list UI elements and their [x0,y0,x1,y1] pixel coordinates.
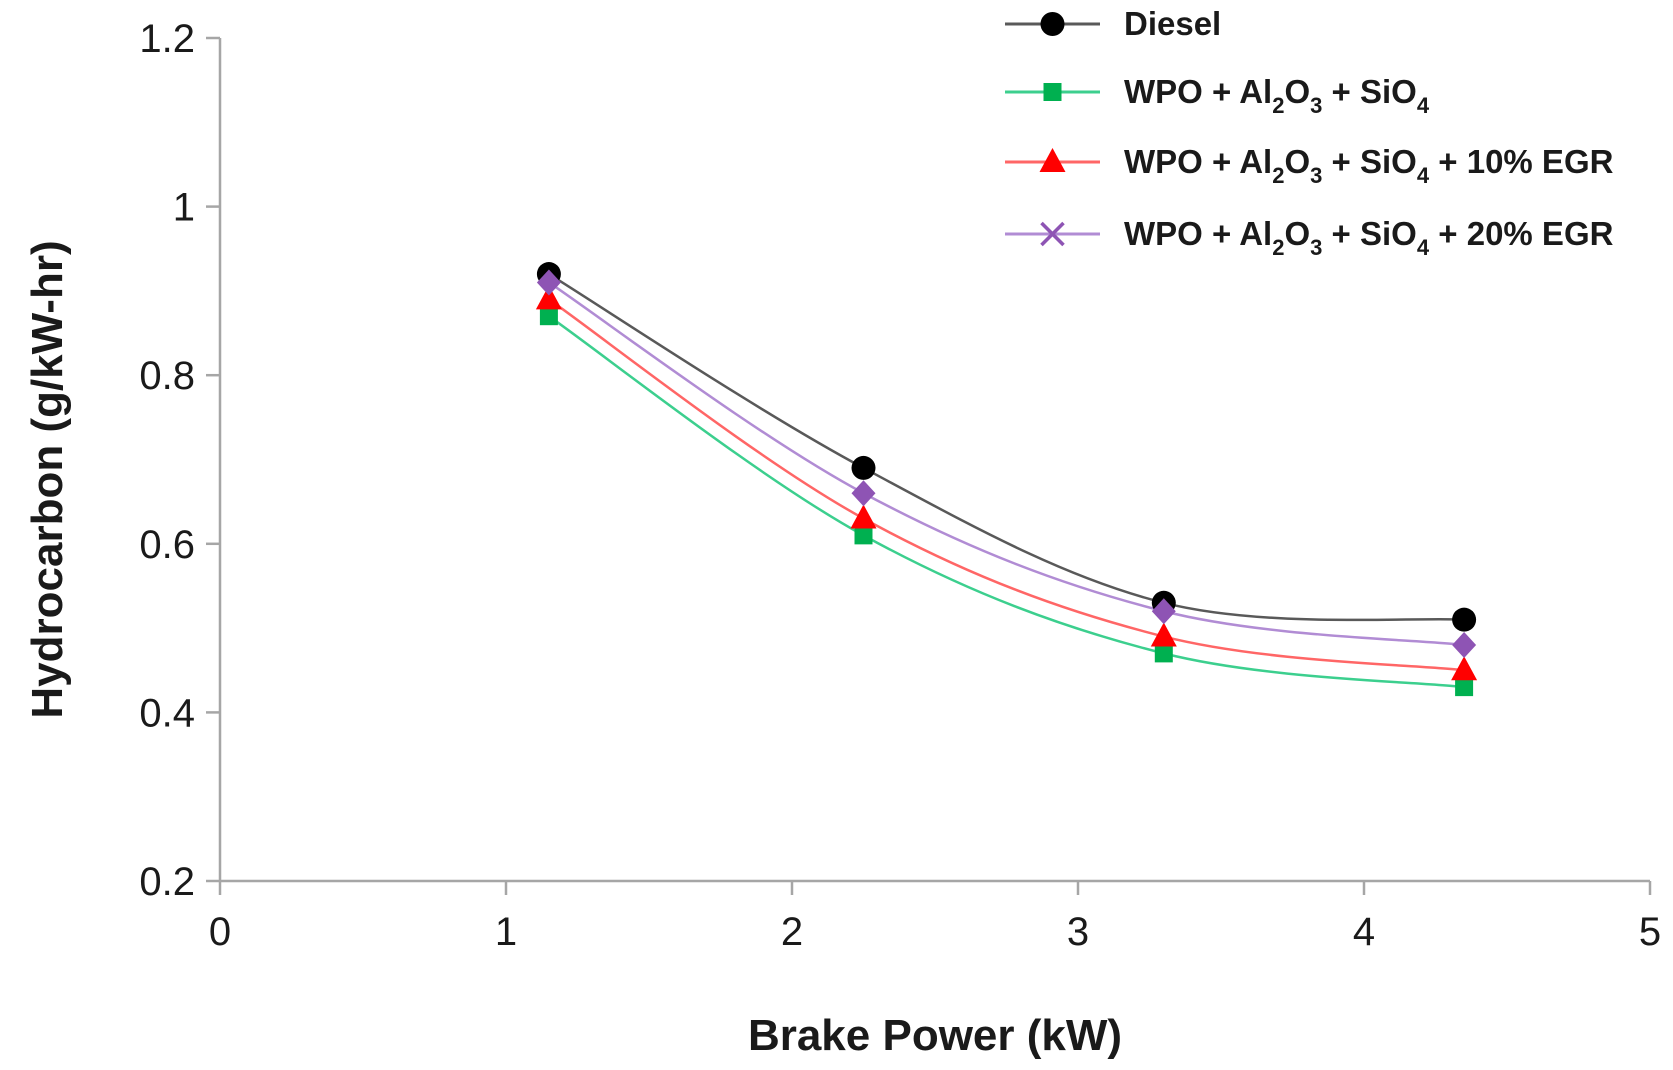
legend-text: + SiO [1322,73,1416,110]
data-point-series-2 [535,285,562,310]
legend-subscript: 3 [1310,235,1322,260]
x-tick-label: 0 [209,910,231,954]
legend-subscript: 4 [1417,235,1430,260]
legend-item: Diesel [1005,5,1221,42]
legend-text: + SiO [1322,143,1416,180]
legend-label: WPO + Al2O3 + SiO4 + 10% EGR [1124,143,1614,188]
legend-subscript: 2 [1272,235,1284,260]
x-tick-label: 5 [1639,910,1661,954]
legend-subscript: 2 [1272,163,1284,188]
y-tick-label: 0.2 [139,860,195,904]
series-line-3 [548,281,1465,647]
data-point-series-2 [1150,622,1177,647]
y-axis-title: Hydrocarbon (g/kW-hr) [23,240,72,718]
data-point-series-1 [1154,644,1173,663]
y-tick-label: 0.8 [139,354,195,398]
legend-text: WPO + Al [1124,73,1272,110]
legend-subscript: 4 [1417,93,1430,118]
series-line-2 [548,298,1465,672]
legend-marker [1040,12,1065,36]
data-point-series-3 [1452,631,1477,658]
legend-marker [1040,221,1065,247]
legend-text: O [1284,215,1310,252]
series-line-1 [548,315,1465,689]
data-point-series-1 [854,526,873,545]
legend-item: WPO + Al2O3 + SiO4 + 20% EGR [1005,215,1614,260]
data-point-series-1 [539,307,558,326]
data-point-series-3 [851,480,876,507]
legend-label: WPO + Al2O3 + SiO4 + 20% EGR [1124,215,1614,260]
y-tick-label: 1 [173,186,195,230]
legend-subscript: 3 [1310,163,1322,188]
legend-subscript: 2 [1272,93,1284,118]
legend-item: WPO + Al2O3 + SiO4 [1005,73,1430,118]
y-tick-label: 0.6 [139,523,195,567]
cross-stroke [1040,221,1065,247]
legend-label: WPO + Al2O3 + SiO4 [1124,73,1430,118]
legend-text: O [1284,143,1310,180]
x-tick-label: 4 [1353,910,1375,954]
data-point-series-3 [1151,598,1176,625]
legend-text: + SiO [1322,215,1416,252]
legend-text: O [1284,73,1310,110]
legend-text: WPO + Al [1124,215,1272,252]
x-tick-label: 2 [781,910,803,954]
legend-marker [1039,148,1066,172]
data-point-series-0 [851,455,876,480]
legend-text: WPO + Al [1124,143,1272,180]
data-point-series-3 [536,269,561,296]
legend-text: + 20% EGR [1429,215,1614,252]
legend-subscript: 4 [1417,163,1430,188]
legend-label: Diesel [1124,5,1221,42]
series-line-0 [548,272,1465,622]
legend-item: WPO + Al2O3 + SiO4 + 10% EGR [1005,143,1614,188]
data-point-series-2 [850,504,877,529]
x-axis-title: Brake Power (kW) [748,1011,1122,1060]
legend-marker [1043,83,1062,101]
legend-text: + 10% EGR [1429,143,1614,180]
x-tick-label: 3 [1067,910,1089,954]
y-tick-label: 1.2 [139,17,195,61]
legend-text: Diesel [1124,5,1221,42]
data-point-series-2 [1451,656,1478,681]
x-tick-label: 1 [495,910,517,954]
data-point-series-1 [1455,678,1474,697]
data-point-series-0 [1452,607,1477,632]
legend-subscript: 3 [1310,93,1322,118]
y-tick-label: 0.4 [139,691,195,735]
